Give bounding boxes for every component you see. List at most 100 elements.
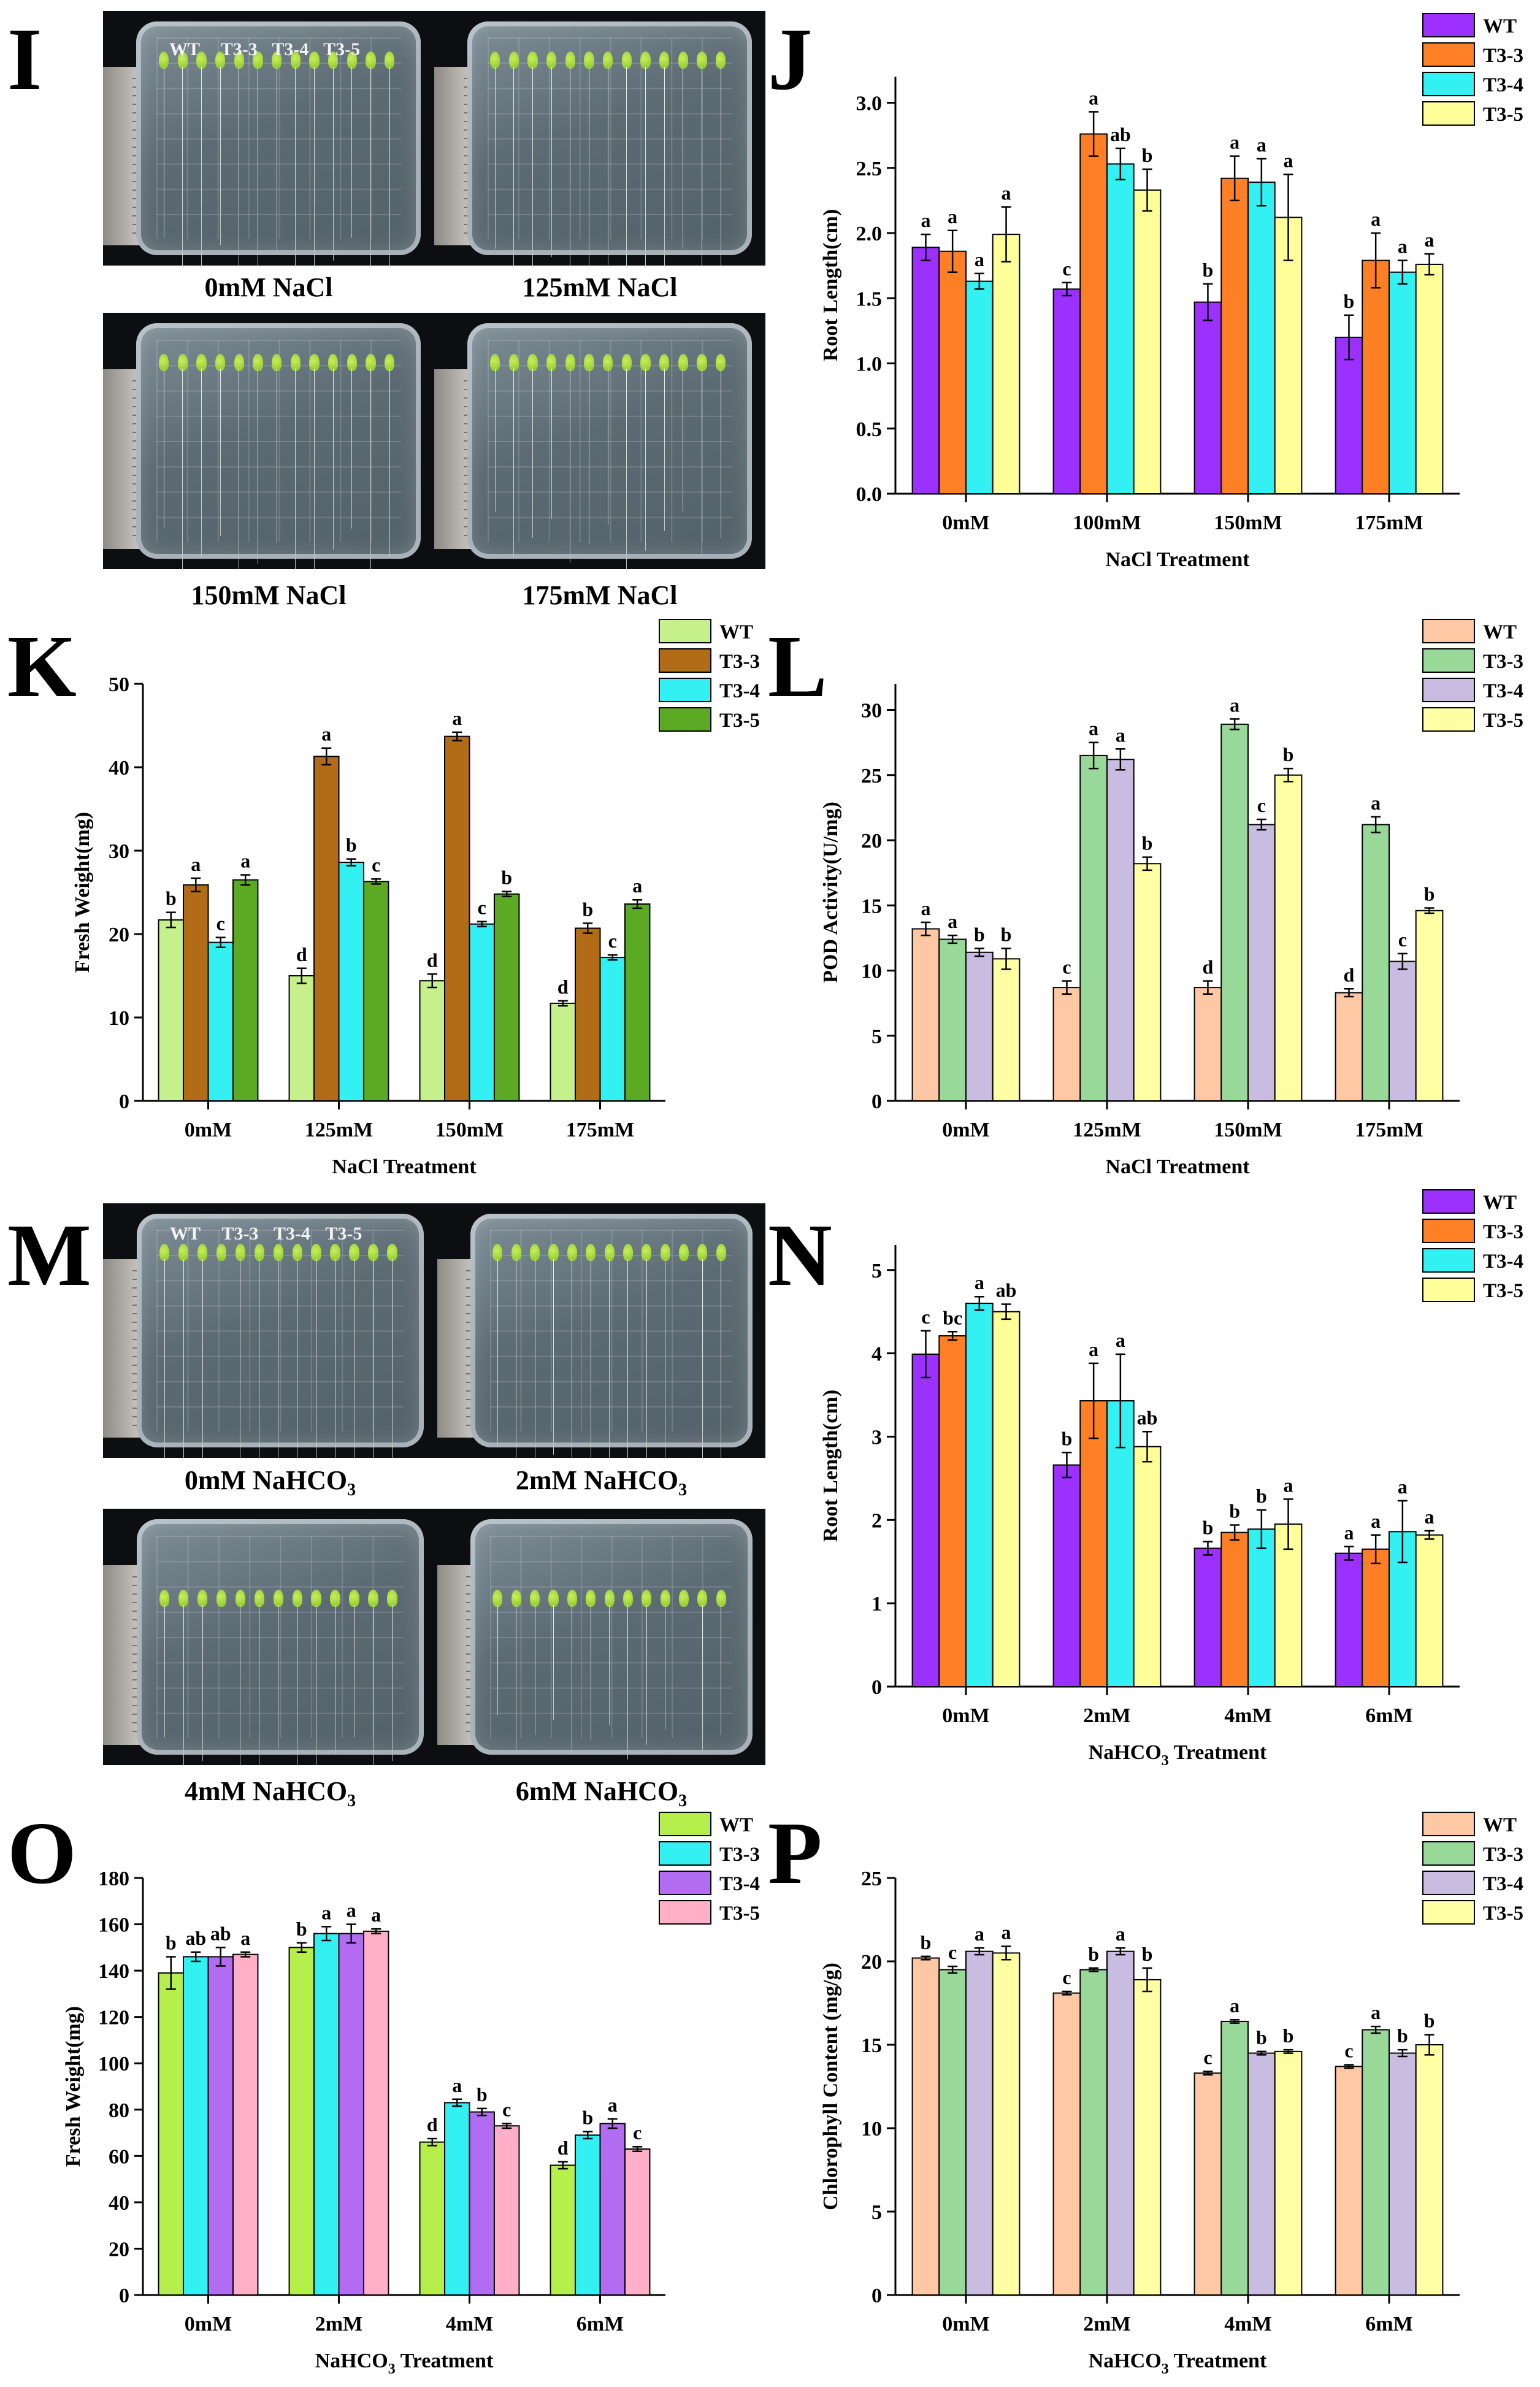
x-axis-label-main: NaHCO [1089, 2350, 1162, 2372]
seedling [697, 353, 707, 557]
y-tick-label: 40 [109, 757, 129, 780]
bar [1362, 824, 1390, 1102]
x-tick-label: 125mM [305, 1119, 373, 1141]
seedling [292, 1244, 302, 1458]
seedling [716, 1244, 726, 1458]
legend-swatch [1422, 1189, 1475, 1214]
significance-letter: b [346, 834, 357, 856]
seedling [366, 52, 376, 266]
bar [158, 919, 185, 1102]
bar [992, 1311, 1021, 1687]
bar [938, 1335, 967, 1687]
bar [992, 234, 1021, 494]
significance-letter: a [1230, 694, 1239, 716]
seedling [508, 52, 519, 266]
significance-letter: a [948, 910, 957, 932]
significance-letter: a [1002, 1921, 1011, 1944]
y-tick-label: 100 [98, 2053, 129, 2075]
x-axis-label: NaCl Treatment [1105, 1155, 1250, 1178]
y-tick-label: 3.0 [856, 93, 883, 115]
bar [550, 2164, 577, 2296]
significance-letter: a [1116, 1329, 1125, 1351]
significance-letter: a [1371, 2001, 1381, 2023]
significance-letter: c [633, 2121, 642, 2144]
legend-swatch [1422, 13, 1475, 37]
bar [444, 735, 470, 1102]
bar [1079, 754, 1108, 1102]
significance-letter: a [1257, 134, 1266, 156]
x-tick-label: 0mM [942, 1704, 989, 1727]
y-axis-label: POD Activity(U/mg) [819, 802, 842, 983]
bar [1415, 910, 1444, 1102]
bar [1052, 987, 1081, 1102]
legend-label: T3-5 [1483, 710, 1523, 732]
seedling [387, 1590, 397, 1761]
significance-letter: a [452, 2074, 462, 2096]
panel-label-N: N [768, 1206, 832, 1305]
significance-letter: b [166, 887, 177, 910]
significance-letter: a [1089, 718, 1098, 740]
bar [338, 1933, 364, 2296]
significance-letter: a [1002, 182, 1011, 204]
legend-label: T3-4 [1483, 1873, 1523, 1895]
bar [158, 1972, 185, 2296]
x-tick-label: 4mM [1224, 1704, 1271, 1727]
y-tick-label: 30 [109, 840, 129, 863]
y-tick-label: 2.0 [856, 223, 883, 245]
bar [1335, 992, 1363, 1102]
x-tick-label: 175mM [1355, 1119, 1423, 1141]
x-axis-label: NaCl Treatment [1105, 548, 1250, 571]
seedling [527, 52, 538, 266]
bar [288, 975, 315, 1102]
bar [1389, 960, 1417, 1102]
bar [362, 1930, 389, 2296]
legend-swatch [659, 678, 711, 702]
seedling [492, 1244, 503, 1447]
x-tick-label: 0mM [942, 1119, 989, 1141]
legend-label: T3-3 [1483, 1221, 1523, 1243]
seedling [235, 1244, 246, 1458]
legend-swatch [1422, 72, 1475, 96]
seedling [366, 353, 376, 569]
plate-photo: 1234567 [434, 11, 765, 266]
genotype-label: T3-3 [221, 1224, 259, 1244]
significance-letter: ab [210, 1922, 231, 1944]
significance-letter: b [1344, 290, 1355, 312]
seedling [216, 1590, 227, 1744]
seedling [640, 52, 651, 266]
bar [1362, 2029, 1390, 2296]
seedling [197, 1244, 208, 1458]
bar [965, 1950, 994, 2296]
bar [1415, 1534, 1444, 1687]
seedling [548, 1244, 559, 1455]
bar [1193, 1547, 1222, 1687]
y-tick-label: 1 [872, 1593, 882, 1615]
significance-letter: a [632, 875, 642, 897]
x-tick-label: 2mM [1083, 1704, 1130, 1727]
x-tick-label: 175mM [566, 1119, 634, 1141]
significance-letter: b [1001, 923, 1012, 945]
bar [1274, 1523, 1303, 1688]
y-tick-label: 40 [109, 2192, 129, 2215]
bar [1415, 264, 1444, 494]
seedling [254, 1590, 265, 1765]
legend-swatch [1422, 1219, 1475, 1243]
significance-letter: d [427, 949, 438, 971]
bar [313, 756, 340, 1102]
significance-letter: a [321, 1901, 331, 1923]
legend-swatch [659, 1871, 711, 1895]
bar [183, 884, 209, 1102]
legend-swatch [1422, 678, 1475, 702]
legend-label: T3-3 [1483, 651, 1523, 673]
significance-letter: a [371, 1904, 381, 1926]
x-tick-label: 6mM [1365, 2313, 1412, 2335]
legend-label: T3-5 [1483, 1902, 1523, 1925]
legend-swatch [1422, 1871, 1475, 1895]
bar [232, 1953, 259, 2296]
seedling [640, 353, 651, 551]
bar [1079, 1400, 1108, 1687]
y-axis-label: Chlorophyll Content (mg/g) [819, 1963, 842, 2210]
significance-letter: b [1256, 2026, 1267, 2048]
x-tick-label: 100mM [1073, 511, 1141, 534]
